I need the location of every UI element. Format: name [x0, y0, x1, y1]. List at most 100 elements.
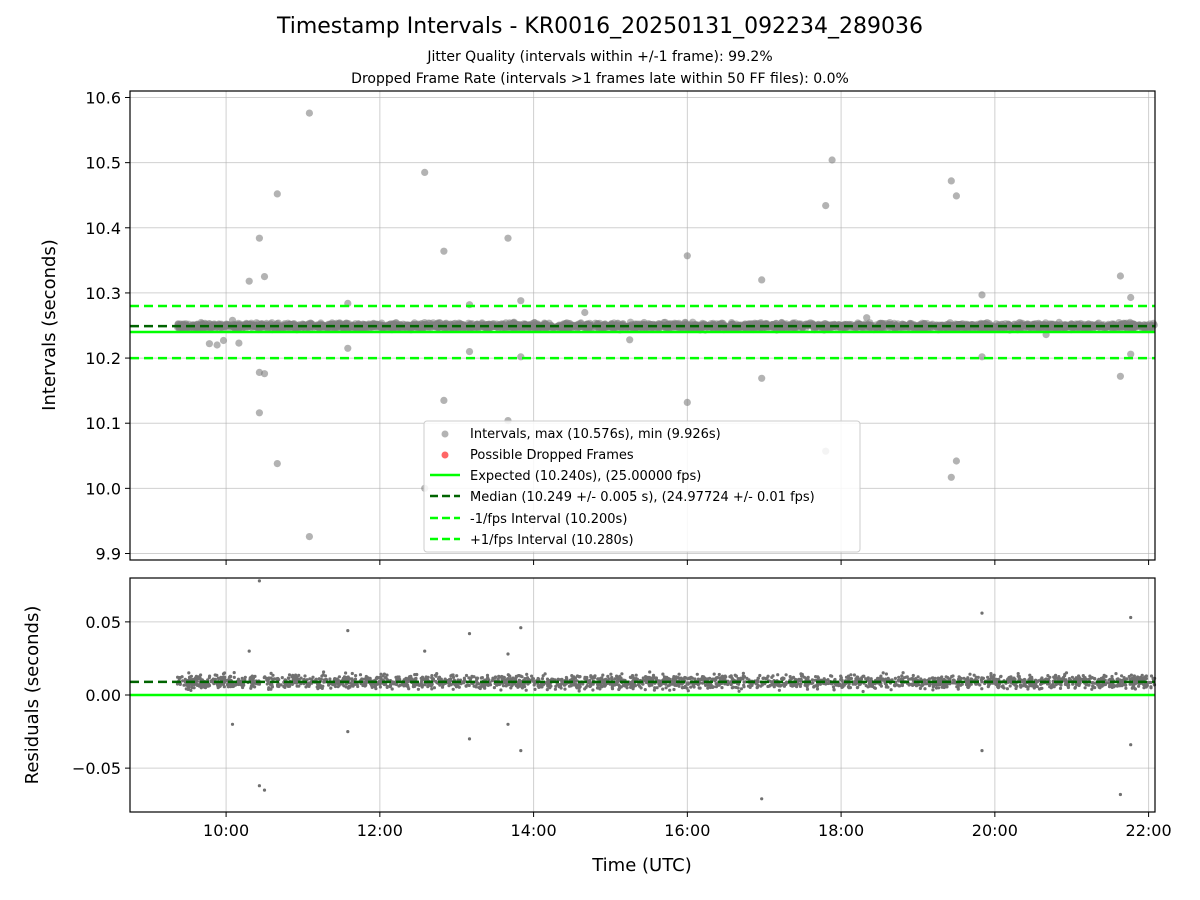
residual-point — [677, 672, 681, 676]
residual-point — [883, 680, 887, 684]
residual-point — [841, 685, 845, 689]
residual-point — [615, 682, 619, 686]
interval-outlier-point — [260, 273, 269, 281]
residual-point — [864, 684, 868, 688]
residual-point — [543, 672, 547, 676]
residual-point — [575, 686, 579, 690]
interval-outlier-point — [305, 109, 313, 117]
residual-point — [383, 676, 388, 680]
residual-point — [1058, 686, 1063, 691]
residual-point — [423, 683, 427, 687]
residual-point — [838, 683, 842, 688]
residual-point — [385, 673, 389, 677]
interval-outlier-point — [1116, 272, 1124, 280]
residual-point — [859, 677, 864, 681]
residual-point — [1077, 680, 1081, 684]
residual-point — [1137, 684, 1141, 688]
residual-point — [410, 677, 414, 681]
residual-point — [831, 685, 836, 689]
residual-point — [595, 686, 600, 690]
residual-point — [693, 677, 697, 681]
residual-point — [798, 684, 803, 689]
residual-point — [609, 672, 613, 676]
residual-point — [617, 684, 622, 688]
interval-outlier-point — [581, 308, 589, 317]
residual-point — [337, 683, 341, 688]
residual-point — [1006, 680, 1011, 684]
residual-point — [572, 680, 576, 685]
residual-point — [1084, 677, 1088, 682]
residual-point — [545, 688, 549, 692]
residual-point — [893, 676, 898, 681]
residual-point — [350, 677, 354, 681]
residual-point — [1149, 674, 1154, 678]
dropped-frame-subtitle: Dropped Frame Rate (intervals >1 frames … — [351, 71, 849, 87]
residual-point — [976, 675, 980, 680]
residual-point — [840, 678, 844, 682]
residual-point — [251, 679, 255, 683]
residual-point — [1074, 682, 1078, 687]
residual-point — [720, 686, 724, 690]
residual-point — [1016, 672, 1020, 676]
residual-point — [217, 677, 221, 681]
residual-point — [944, 675, 948, 679]
residual-point — [389, 683, 393, 687]
residual-point — [959, 683, 963, 687]
residual-point — [333, 683, 337, 687]
residual-point — [936, 677, 941, 681]
residual-point — [934, 686, 939, 690]
residual-point — [560, 677, 564, 681]
interval-point — [712, 323, 720, 331]
residual-point — [374, 687, 378, 691]
residual-point — [429, 684, 433, 688]
residual-point — [253, 674, 257, 679]
residual-point — [1092, 685, 1096, 689]
residual-point — [475, 682, 479, 686]
residual-point — [229, 674, 233, 679]
residual-point — [486, 683, 490, 688]
residual-point — [1110, 674, 1114, 679]
residual-points — [175, 579, 1157, 801]
residual-point — [761, 676, 765, 681]
residual-point — [748, 685, 752, 690]
residual-point — [195, 678, 199, 682]
residual-point — [463, 679, 467, 683]
interval-outlier-point — [344, 344, 352, 352]
interval-outlier-point — [978, 353, 986, 361]
residual-point — [895, 683, 900, 687]
residual-point — [397, 684, 401, 688]
residual-point — [755, 686, 759, 690]
residual-point — [208, 674, 212, 678]
residual-point — [362, 680, 366, 685]
residual-point — [986, 675, 990, 679]
interval-outlier-point — [213, 341, 221, 349]
residual-point — [884, 685, 888, 689]
residual-point — [615, 680, 619, 684]
residual-point — [234, 683, 238, 687]
residual-point — [726, 682, 730, 687]
interval-outlier-point — [952, 457, 961, 465]
residual-point — [366, 676, 370, 680]
residual-point — [905, 675, 909, 679]
residual-point — [717, 683, 721, 687]
residual-point — [756, 676, 761, 680]
residual-point — [1114, 672, 1118, 676]
interval-outlier-point — [219, 336, 228, 345]
residual-point — [884, 672, 889, 676]
residual-point — [329, 686, 333, 690]
residual-point — [589, 681, 593, 686]
residual-point — [631, 687, 635, 691]
residual-point — [1005, 687, 1010, 691]
residual-point — [714, 685, 719, 689]
residual-point — [382, 672, 386, 676]
residual-point — [217, 682, 221, 686]
residual-point — [1067, 677, 1071, 681]
residual-point — [588, 678, 592, 683]
residual-point — [523, 677, 527, 681]
residual-point — [968, 672, 972, 676]
residual-point — [704, 683, 708, 688]
residual-point — [567, 684, 572, 688]
residual-point — [923, 680, 927, 684]
residual-point — [641, 676, 645, 680]
residual-point — [920, 684, 924, 688]
